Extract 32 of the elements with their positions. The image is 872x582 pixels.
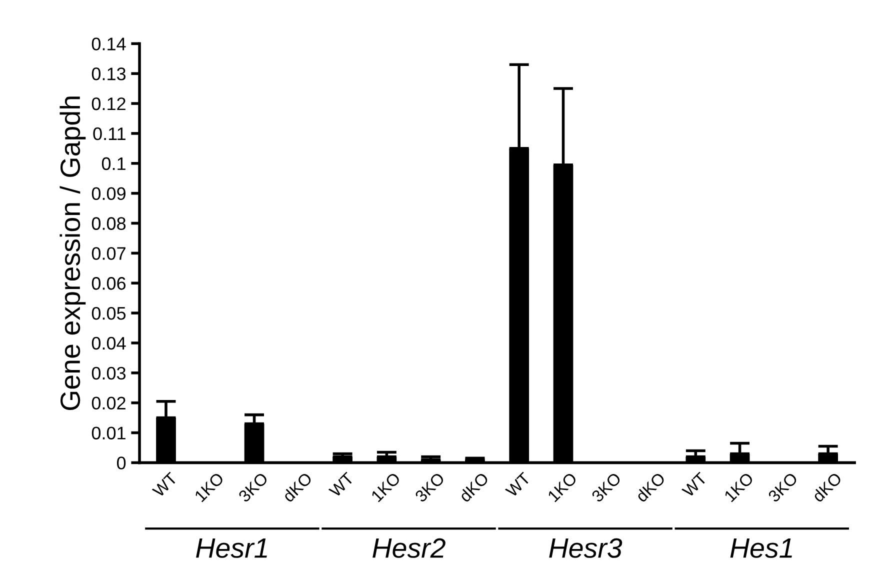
- y-tick-label: 0.13: [92, 68, 126, 80]
- x-tick-label: 3KO: [414, 472, 446, 503]
- x-tick-label: dKO: [811, 472, 842, 503]
- x-tick-label: 3KO: [590, 472, 622, 503]
- x-tick-label: WT: [328, 472, 354, 498]
- x-tick-label: dKO: [634, 472, 666, 503]
- text: Hesr3: [549, 538, 622, 558]
- y-tick-label: 0.06: [92, 277, 126, 290]
- y-tick-label: 0.01: [92, 426, 126, 440]
- x-tick-label: 3KO: [767, 472, 798, 503]
- x-tick-label: dKO: [282, 472, 313, 503]
- y-tick-label: 0.12: [92, 97, 126, 110]
- x-tick-label: WT: [681, 472, 708, 498]
- y-tick-label: 0.03: [92, 366, 126, 380]
- x-tick-label: WT: [152, 472, 178, 498]
- y-tick-label: 0.04: [92, 336, 126, 350]
- y-axis-title: Gene expression / Gapdh: [60, 96, 86, 410]
- x-tick-label: 3KO: [238, 472, 269, 503]
- x-tick-label: dKO: [458, 472, 490, 503]
- y-tick-label: 0.14: [92, 38, 126, 50]
- y-tick-label: 0.09: [92, 187, 126, 200]
- y-tick-label: 0.02: [92, 396, 126, 410]
- y-tick-label: 0.08: [92, 217, 126, 230]
- x-tick-label: WT: [504, 472, 532, 498]
- y-tick-label: 0.05: [92, 306, 126, 320]
- text: Hesr2: [372, 538, 446, 558]
- text: Hesr1: [196, 538, 267, 558]
- y-tick-label: 0.1: [102, 157, 126, 170]
- y-tick-label: 0.11: [93, 127, 126, 140]
- y-tick-label: 0.07: [92, 247, 126, 260]
- text: Hes1: [730, 538, 792, 558]
- y-tick-label: 0: [116, 456, 126, 470]
